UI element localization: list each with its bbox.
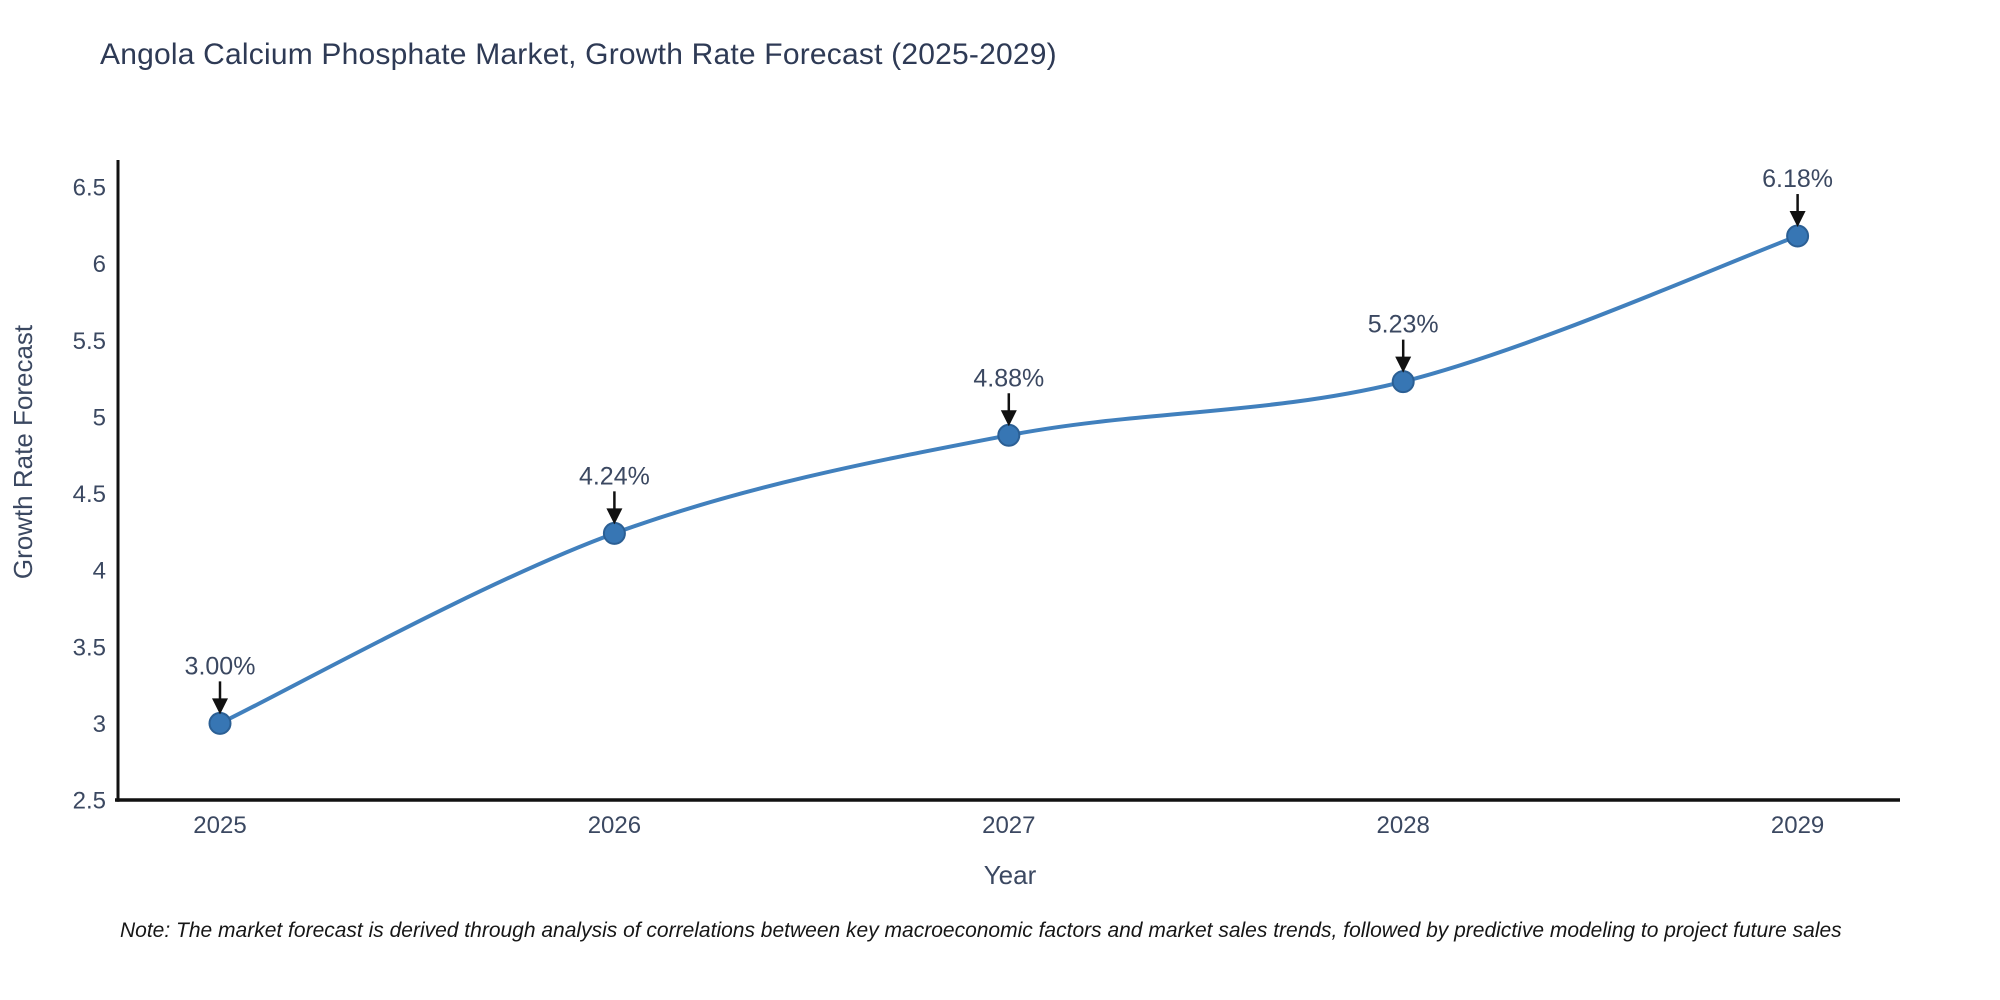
annotation-arrow-head [212,698,228,715]
x-tick-label: 2026 [588,812,641,839]
data-point-marker [1391,370,1415,394]
data-point-label: 3.00% [185,652,256,680]
y-tick-label: 3 [93,711,106,738]
annotation-arrow-head [1000,410,1017,427]
data-point-label: 6.18% [1762,165,1833,193]
forecast-line [218,234,1800,726]
y-tick-label: 2.5 [73,788,106,815]
chart-title: Angola Calcium Phosphate Market, Growth … [100,38,1057,71]
data-point-marker [997,423,1021,447]
y-tick-label: 4.5 [73,481,106,508]
y-tick-label: 5 [93,404,106,431]
data-point-marker [1786,224,1810,248]
y-axis-title: Growth Rate Forecast [8,324,38,579]
data-point-label: 4.24% [579,462,650,490]
data-point-marker [602,521,626,545]
chart-footnote: Note: The market forecast is derived thr… [120,919,1842,942]
x-tick-label: 2027 [982,812,1035,839]
data-point-label: 4.88% [973,364,1044,392]
y-tick-label: 3.5 [73,634,106,661]
x-tick-label: 2028 [1377,812,1430,839]
y-tick-label: 6.5 [73,175,106,202]
x-axis-title: Year [984,860,1037,890]
annotation-arrow-head [606,508,623,525]
y-tick-label: 6 [93,251,106,278]
data-point-marker [208,711,232,735]
y-tick-label: 5.5 [73,328,106,355]
annotation-arrow-head [1395,356,1412,373]
x-tick-label: 2025 [193,812,246,839]
x-tick-label: 2029 [1771,812,1824,839]
annotation-arrow-head [1789,211,1806,228]
data-point-label: 5.23% [1368,311,1439,339]
y-tick-label: 4 [93,558,106,585]
